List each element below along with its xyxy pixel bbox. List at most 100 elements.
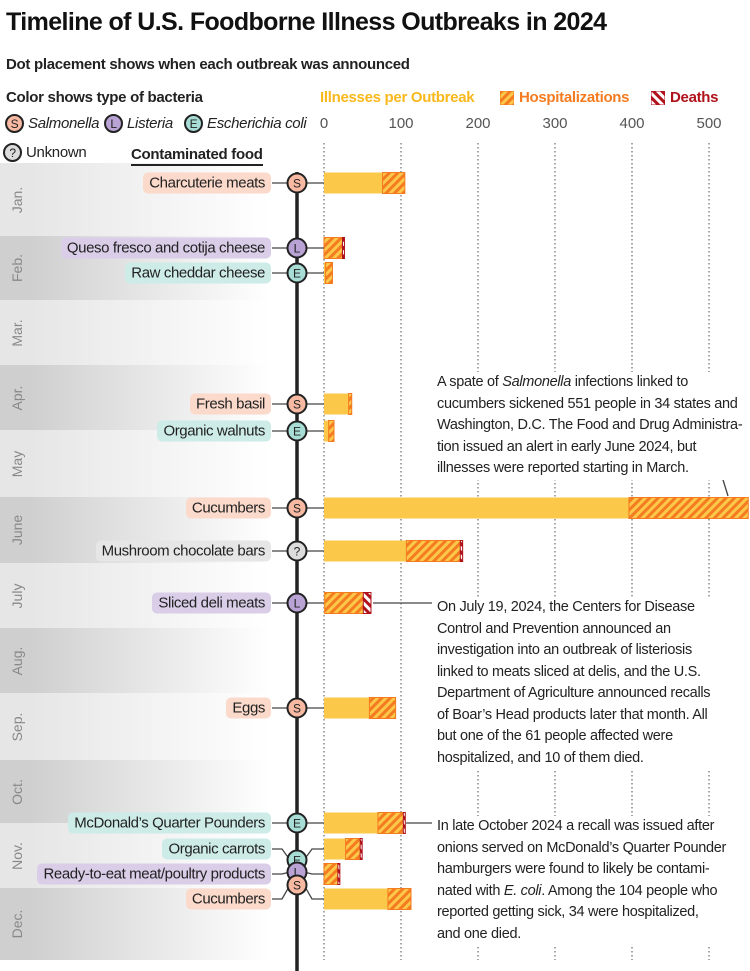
annotation-text: investigation into an outbreak of lister… [437, 642, 692, 658]
bacteria-dot-code: L [294, 866, 301, 880]
month-band: Sep. [0, 693, 270, 760]
annotation-deli-meats: On July 19, 2024, the Centers for Diseas… [435, 597, 750, 769]
chart-title: Timeline of U.S. Foodborne Illness Outbr… [6, 8, 607, 36]
annotation-text: linked to meats sliced at delis, and the… [437, 663, 701, 680]
annotation-line: linked to meats sliced at delis, and the… [437, 662, 750, 684]
x-tick-label: 0 [319, 115, 329, 132]
hospitalization-bar [382, 172, 406, 194]
annotation-line: onions served on McDonald’s Quarter Poun… [437, 838, 750, 860]
annotation-line: Control and Prevention announced an [437, 619, 750, 641]
annotation-text: On July 19, 2024, the Centers for Diseas… [437, 599, 695, 615]
bacteria-dot-circle [286, 540, 308, 562]
hospitalization-bar [387, 888, 412, 910]
hospitalization-bar [345, 838, 362, 860]
bacteria-dot-code: ? [294, 545, 301, 559]
food-label: Raw cheddar cheese [125, 262, 271, 284]
illness-bar [324, 393, 352, 415]
legend-label: Deaths [670, 89, 719, 106]
hospitalization-bar [323, 237, 345, 259]
bacteria-dot: E [286, 420, 308, 442]
annotation-text: hospitalized, and 10 of them died. [437, 749, 644, 766]
bacteria-dot-circle [286, 697, 308, 719]
legend-label: Hospitalizations [519, 89, 630, 106]
annotation-line: but one of the 61 people affected were [437, 726, 750, 748]
death-bar [459, 540, 464, 562]
hospitalization-bar [628, 497, 749, 519]
annotation-mcdonalds: In late October 2024 a recall was issued… [435, 816, 750, 945]
legend-label: Escherichia coli [207, 115, 307, 132]
death-bar [402, 812, 406, 834]
food-label: McDonald’s Quarter Pounders [68, 812, 271, 834]
bacteria-dot-code: L [294, 597, 301, 611]
legend-illnesses: Illnesses per Outbreak [320, 89, 475, 106]
bacteria-dot-code: L [294, 242, 301, 256]
chart-subtitle: Dot placement shows when each outbreak w… [6, 56, 410, 73]
month-band: Mar. [0, 300, 270, 365]
bacteria-dot-code: S [293, 702, 301, 716]
annotation-text: Washington, D.C. The Food and Drug Admin… [437, 417, 743, 433]
food-label: Eggs [226, 697, 271, 719]
bacteria-dot-code: S [293, 398, 301, 412]
annotation-text: E. coli [503, 882, 542, 899]
listeria-dot-icon: L [104, 114, 123, 133]
bacteria-dot-code: E [293, 267, 301, 281]
annotation-text: and one died. [437, 925, 521, 942]
x-tick-label: 400 [619, 115, 645, 132]
bacteria-dot: L [286, 237, 308, 259]
bacteria-dot-code: E [293, 854, 301, 868]
annotation-text: Salmonella [502, 374, 571, 390]
bacteria-dot-circle [286, 393, 308, 415]
bacteria-dot-circle [286, 497, 308, 519]
food-label: Ready-to-eat meat/poultry products [37, 863, 271, 885]
bacteria-dot-circle [286, 592, 308, 614]
x-tick-label: 200 [465, 115, 491, 132]
annotation-text: Department of Agriculture announced reca… [437, 685, 711, 701]
hospitalization-bar [323, 863, 340, 885]
salmonella-dot-icon: S [5, 114, 24, 133]
annotation-text: tion issued an alert in early June 2024,… [437, 438, 697, 455]
annotation-text: hamburgers were found to likely be conta… [437, 861, 710, 877]
bacteria-dot-circle [286, 172, 308, 194]
legend-label: Unknown [26, 144, 87, 161]
legend-label: Listeria [127, 115, 173, 132]
food-label: Queso fresco and cotija cheese [60, 237, 271, 259]
bacteria-dot-circle [286, 237, 308, 259]
bacteria-dot: S [286, 172, 308, 194]
legend-label: Salmonella [28, 115, 100, 132]
legend-unknown: ? Unknown [3, 143, 87, 162]
annotation-text: infections linked to [570, 374, 689, 390]
food-label: Mushroom chocolate bars [95, 540, 271, 562]
death-bar [341, 237, 345, 259]
annotation-text: Control and Prevention announced an [437, 620, 671, 637]
annotation-line: nated with E. coli. Among the 104 people… [437, 881, 750, 903]
food-label: Cucumbers [185, 497, 271, 519]
annotation-line: On July 19, 2024, the Centers for Diseas… [437, 597, 750, 619]
bacteria-dot-code: E [293, 817, 301, 831]
legend-salmonella: S Salmonella [5, 114, 100, 133]
annotation-line: Washington, D.C. The Food and Drug Admin… [437, 415, 750, 437]
x-tick-label: 500 [696, 115, 722, 132]
death-bar [359, 838, 363, 860]
bacteria-dot: S [286, 874, 308, 896]
legend-deaths: Deaths [651, 89, 719, 106]
bacteria-dot-code: S [293, 879, 301, 893]
annotation-text: reported getting sick, 34 were hospitali… [437, 904, 699, 920]
annotation-line: cucumbers sickened 551 people in 34 stat… [437, 394, 750, 416]
annotation-line: of Boar’s Head products later that month… [437, 705, 750, 727]
bacteria-dot-circle [286, 874, 308, 896]
bacteria-dot-circle [286, 262, 308, 284]
bacteria-dot: ? [286, 540, 308, 562]
color-legend-heading: Color shows type of bacteria [6, 89, 203, 106]
bacteria-dot: S [286, 497, 308, 519]
annotation-cucumbers: A spate of Salmonella infections linked … [435, 372, 750, 480]
annotation-text: of Boar’s Head products later that month… [437, 706, 708, 723]
ecoli-dot-icon: E [184, 114, 203, 133]
hospitalization-bar [348, 393, 353, 415]
annotation-text: . Among the 104 people who [541, 882, 718, 899]
food-label: Cucumbers [185, 888, 271, 910]
death-bar [337, 863, 341, 885]
hatch-swatch-icon [500, 90, 514, 105]
annotation-line: tion issued an alert in early June 2024,… [437, 437, 750, 459]
annotation-line: A spate of Salmonella infections linked … [437, 372, 750, 394]
